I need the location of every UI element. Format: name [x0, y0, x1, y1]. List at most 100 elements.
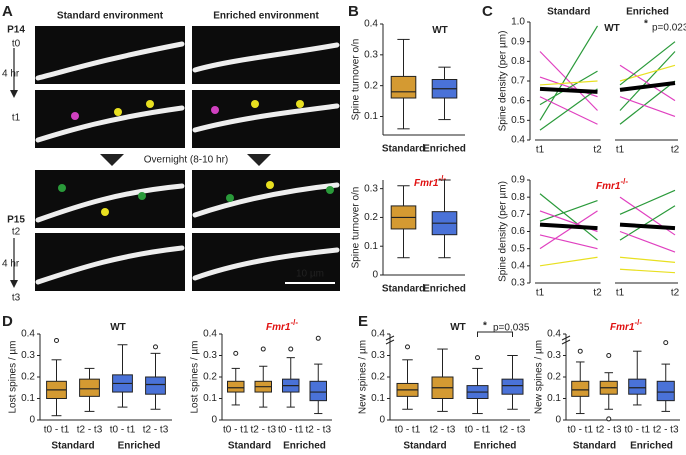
group-label: Standard: [547, 7, 590, 18]
title-text: Fmr1: [414, 178, 439, 189]
y-tick-label: 0.4: [511, 260, 525, 271]
box: [571, 380, 590, 397]
group-label: Standard: [382, 144, 425, 155]
y-tick-label: 0.5: [511, 115, 525, 126]
individual-line: [619, 256, 676, 263]
y-tick-label: 0.8: [511, 192, 525, 203]
individual-line: [619, 41, 676, 86]
column-label: Standard environment: [57, 11, 164, 22]
chart-title: WT: [432, 25, 448, 36]
box: [628, 378, 647, 395]
group-label: Enriched: [423, 144, 466, 155]
x-tick-label: t2: [593, 288, 602, 299]
group-label: Enriched: [283, 441, 326, 452]
box: [145, 376, 166, 395]
chart-title: WT: [110, 322, 126, 333]
box: [501, 378, 524, 395]
day-label: P14: [7, 25, 25, 36]
y-tick-label: 0.1: [547, 393, 561, 404]
y-tick-label: 1.0: [511, 17, 525, 28]
individual-line: [539, 256, 598, 267]
individual-line: [539, 88, 598, 131]
x-tick-label: t2: [671, 145, 680, 156]
micrograph: [192, 90, 340, 148]
individual-line: [539, 25, 599, 121]
y-tick-label: 0.2: [21, 372, 35, 383]
y-tick-label: 0.1: [21, 393, 35, 404]
group-label: Standard: [51, 441, 94, 452]
y-tick-label: 0.4: [547, 329, 561, 340]
individual-line: [539, 210, 598, 250]
y-tick-label: 0: [211, 415, 217, 426]
title-text: WT: [110, 322, 126, 333]
y-tick-label: 0.1: [364, 111, 378, 122]
x-tick-label: t2 - t3: [596, 425, 622, 436]
panel-label: D: [2, 313, 13, 330]
y-tick-label: 0.1: [203, 393, 217, 404]
group-label: Enriched: [474, 441, 517, 452]
y-tick-label: 0.1: [371, 393, 385, 404]
outlier: [233, 350, 239, 356]
outlier: [606, 353, 612, 358]
individual-line: [539, 76, 598, 98]
outlier: [153, 344, 158, 350]
x-tick-label: t0 - t1: [44, 425, 70, 436]
individual-line: [619, 230, 676, 253]
y-tick-label: 0.6: [511, 226, 525, 237]
title-sup: -/-: [634, 318, 642, 327]
significance-bracket: [477, 331, 513, 337]
y-tick-label: 0.4: [364, 19, 378, 30]
y-tick-label: 0.3: [511, 278, 525, 289]
y-axis-label: New spines / µm: [534, 340, 545, 414]
axis-break: [561, 335, 571, 345]
y-tick-label: 0.2: [364, 80, 378, 91]
x-tick-label: t2 - t3: [250, 425, 276, 436]
y-axis-label: Spine density (per µm): [498, 181, 509, 282]
x-tick-label: t1: [616, 288, 625, 299]
y-tick-label: 0.4: [371, 329, 385, 340]
y-tick-label: 0.3: [21, 350, 35, 361]
title-text: WT: [450, 322, 466, 333]
individual-line: [619, 80, 676, 125]
y-tick-label: 0.2: [371, 372, 385, 383]
time-label: t2: [12, 227, 21, 238]
y-axis-label: Spine turnover o/n: [351, 187, 362, 269]
panel-label: A: [2, 3, 13, 20]
box: [390, 75, 417, 99]
panel-label: E: [358, 313, 368, 330]
y-tick-label: 0.4: [21, 329, 35, 340]
individual-line: [539, 51, 598, 111]
individual-line: [619, 64, 676, 102]
y-axis-label: Spine turnover o/n: [351, 39, 362, 121]
box: [309, 380, 327, 402]
x-tick-label: t0 - t1: [567, 425, 593, 436]
y-tick-label: 0.3: [371, 350, 385, 361]
chart-title: Fmr1-/-: [266, 318, 298, 333]
y-tick-label: 0.6: [511, 95, 525, 106]
p-value: p=0.035: [493, 323, 530, 334]
outlier: [577, 348, 583, 354]
y-tick-label: 0.7: [511, 209, 525, 220]
group-label: Standard: [228, 441, 271, 452]
box: [227, 380, 245, 393]
chart-title: WT: [450, 322, 466, 333]
y-tick-label: 0.4: [203, 329, 217, 340]
box: [656, 380, 675, 402]
x-tick-label: t2 - t3: [500, 425, 526, 436]
title-sup: -/-: [290, 318, 298, 327]
x-tick-label: t2: [671, 288, 680, 299]
individual-line: [539, 200, 598, 222]
spine-markers: [58, 100, 334, 216]
y-tick-label: 0.1: [364, 241, 378, 252]
title-text: Fmr1: [596, 181, 621, 192]
y-axis-label: Lost spines / µm: [8, 340, 19, 413]
x-tick-label: t0 - t1: [624, 425, 650, 436]
axis-break: [385, 335, 395, 345]
outlier: [475, 355, 480, 361]
y-tick-label: 0.2: [364, 212, 378, 223]
x-tick-label: t0 - t1: [223, 425, 249, 436]
x-tick-label: t1: [536, 288, 545, 299]
panel-label: C: [482, 3, 493, 20]
time-label: t1: [12, 113, 21, 124]
